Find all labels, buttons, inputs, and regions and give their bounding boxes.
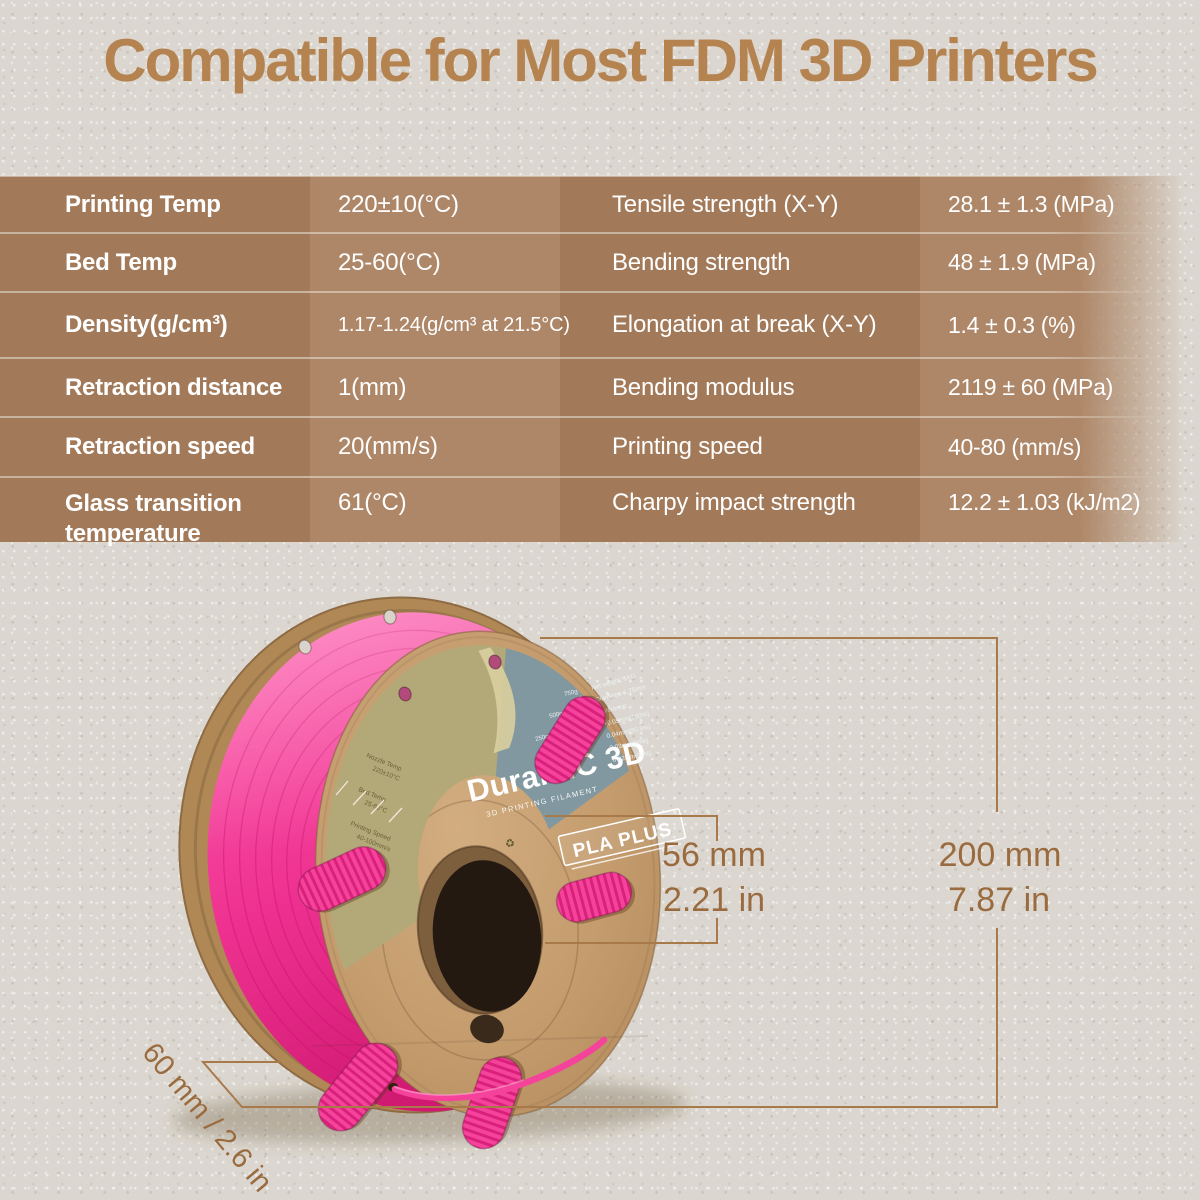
hub-in-label: 2.21 in bbox=[663, 881, 765, 919]
table-row: Printing Temp 220±10(°C) Tensile strengt… bbox=[0, 175, 1200, 233]
spec-label: Printing Temp bbox=[65, 190, 221, 218]
spec-value: 61(°C) bbox=[338, 489, 407, 516]
label-swoosh bbox=[478, 647, 516, 754]
filament-end-strand bbox=[388, 1036, 608, 1102]
table-row: Glass transition temperature 61(°C) Char… bbox=[0, 476, 1200, 547]
spec-value: 1.17-1.24(g/cm³ at 21.5°C) bbox=[338, 313, 570, 336]
spec-value: 28.1 ± 1.3 (MPa) bbox=[948, 191, 1115, 217]
page-title: Compatible for Most FDM 3D Printers bbox=[103, 27, 1098, 94]
spec-value: 20(mm/s) bbox=[338, 433, 438, 460]
spec-label: Bending modulus bbox=[612, 373, 795, 401]
spec-value: 1(mm) bbox=[338, 373, 407, 401]
table-row: Bed Temp 25-60(°C) Bending strength 48 ±… bbox=[0, 232, 1200, 292]
diameter-in-label: 7.87 in bbox=[948, 881, 1050, 919]
filament-window bbox=[317, 1042, 402, 1132]
diameter-mm-label: 200 mm bbox=[939, 836, 1062, 874]
filament-window bbox=[297, 846, 390, 913]
diameter-dimension-line bbox=[200, 637, 998, 1108]
spec-label: Elongation at break (X-Y) bbox=[612, 311, 877, 338]
front-flange-holes bbox=[398, 654, 502, 702]
spec-label: Bed Temp bbox=[65, 248, 177, 276]
back-flange-holes bbox=[298, 609, 397, 655]
spec-label: Bending strength bbox=[612, 248, 791, 276]
svg-text:500g: 500g bbox=[548, 710, 564, 720]
filament-windows bbox=[297, 695, 636, 1150]
spec-value: 12.2 ± 1.03 (kJ/m2) bbox=[948, 489, 1141, 515]
spec-value: 2119 ± 60 (MPa) bbox=[948, 374, 1113, 400]
hub-dimension-line bbox=[545, 815, 718, 944]
filament-window bbox=[555, 871, 636, 924]
dimension-lines bbox=[200, 637, 998, 1108]
spec-value: 25-60(°C) bbox=[338, 248, 441, 276]
spec-label: Density(g/cm³) bbox=[65, 311, 228, 338]
spec-label: Glass transition temperature bbox=[65, 490, 242, 547]
spec-label: Retraction speed bbox=[65, 433, 255, 460]
spec-value: 40-80 (mm/s) bbox=[948, 433, 1082, 460]
recycle-icon: ♻ bbox=[504, 837, 516, 851]
hub-mm-label: 56 mm bbox=[662, 836, 766, 874]
table-row: Density(g/cm³) 1.17-1.24(g/cm³ at 21.5°C… bbox=[0, 291, 1200, 358]
table-row: Retraction speed 20(mm/s) Printing speed… bbox=[0, 416, 1200, 477]
spec-label: Printing speed bbox=[612, 433, 763, 460]
spec-value: 48 ± 1.9 (MPa) bbox=[948, 249, 1096, 275]
spec-label: Tensile strength (X-Y) bbox=[612, 190, 839, 218]
spec-label: Retraction distance bbox=[65, 373, 283, 401]
svg-text:750g: 750g bbox=[563, 688, 579, 698]
table-row: Retraction distance 1(mm) Bending modulu… bbox=[0, 357, 1200, 417]
svg-text:250g: 250g bbox=[534, 733, 550, 743]
spec-label: Charpy impact strength bbox=[612, 489, 856, 516]
small-keyhole bbox=[470, 1014, 504, 1044]
hub-hole bbox=[416, 845, 544, 1015]
spec-value: 1.4 ± 0.3 (%) bbox=[948, 311, 1076, 338]
filament-window bbox=[534, 695, 610, 785]
spec-value: 220±10(°C) bbox=[338, 190, 459, 218]
gauge-ticks-left bbox=[335, 780, 403, 823]
